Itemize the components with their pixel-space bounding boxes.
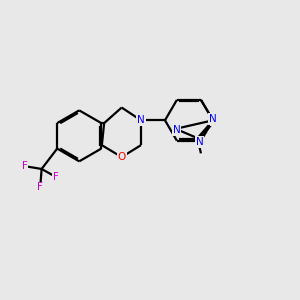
Text: N: N: [196, 137, 204, 147]
Text: N: N: [209, 114, 217, 124]
Text: F: F: [22, 161, 28, 171]
Text: N: N: [173, 125, 181, 135]
Text: F: F: [53, 172, 59, 182]
Text: N: N: [137, 115, 145, 125]
Text: F: F: [37, 182, 43, 192]
Text: O: O: [118, 152, 126, 162]
Text: N: N: [210, 115, 218, 125]
